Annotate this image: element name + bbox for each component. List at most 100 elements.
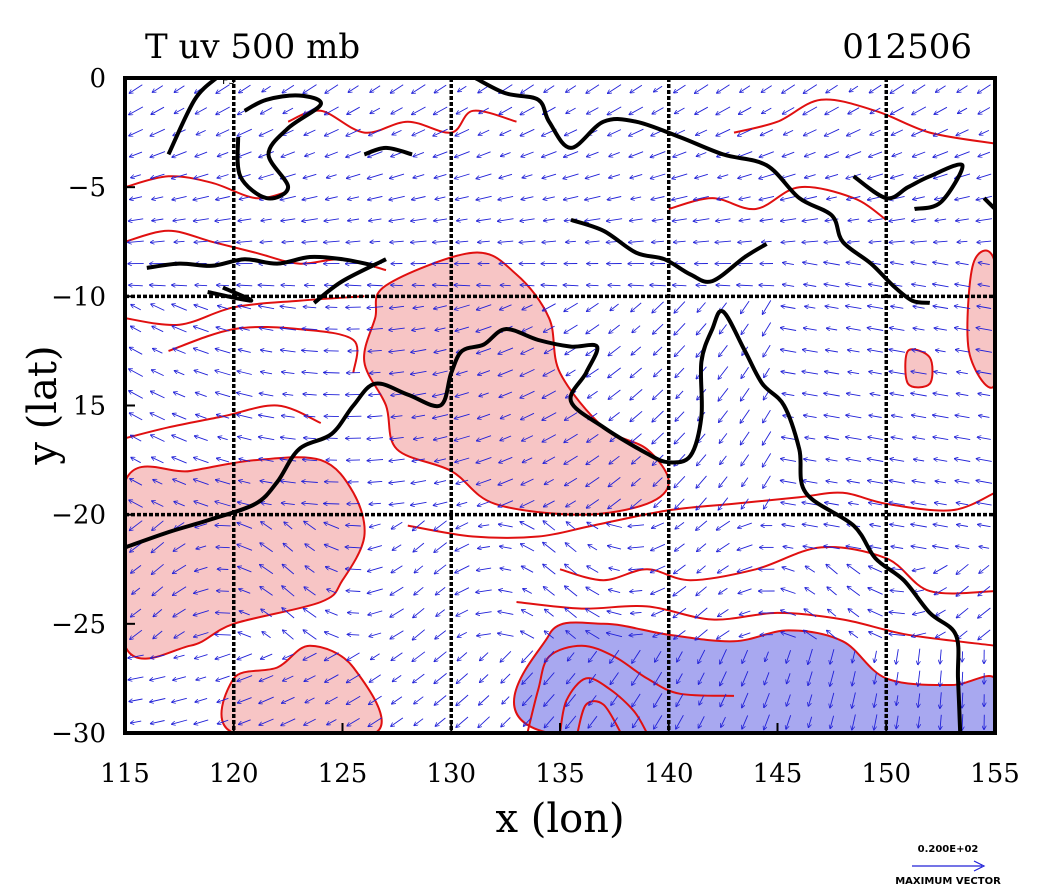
wind-vector [302,329,318,330]
wind-vector [260,675,274,682]
wind-vector [130,413,143,421]
wind-vector [282,608,295,619]
wind-vector [869,241,882,242]
wind-vector [764,367,770,377]
wind-vector [304,307,317,308]
wind-vector [280,459,297,461]
wind-vector [130,479,143,486]
wind-vector [808,648,813,664]
wind-vector [761,129,773,136]
wind-vector [827,630,838,640]
wind-vector [150,128,165,136]
wind-vector [675,107,685,114]
wind-vector [914,459,925,461]
wind-vector [868,219,883,221]
wind-vector [414,718,424,726]
wind-vector [194,326,209,333]
contour-line-12 [733,98,995,145]
wind-vector [610,672,619,685]
wind-vector [874,650,876,663]
wind-vector [631,197,642,199]
wind-vector [455,457,470,462]
wind-vector [476,325,492,331]
wind-vector [955,306,971,310]
wind-vector [979,129,990,134]
wind-vector [129,369,144,377]
wind-vector [830,670,835,686]
wind-vector [889,481,905,484]
wind-vector [369,129,382,136]
wind-vector [741,323,749,334]
wind-vector [891,546,904,548]
wind-vector [217,129,230,136]
wind-vector [283,107,294,113]
wind-vector [476,456,492,462]
wind-vector [869,372,882,374]
wind-vector [609,151,620,156]
wind-vector [455,565,470,573]
wind-vector [152,586,164,596]
wind-vector [781,173,796,178]
wind-vector [194,173,209,178]
wind-vector [368,545,383,550]
wind-vector [455,326,470,331]
wind-vector [896,672,898,685]
wind-vector [216,547,230,548]
y-tick-label: 15 [73,392,106,422]
wind-vector [933,284,949,288]
wind-vector [803,393,818,397]
wind-vector [631,302,642,312]
wind-vector [781,610,797,616]
wind-vector [868,306,884,310]
contour-line-6 [407,491,995,539]
wind-vector [957,85,968,93]
wind-vector [412,651,426,662]
wind-vector [896,649,899,664]
wind-vector [742,692,749,708]
wind-vector [934,128,948,136]
wind-vector [699,672,705,684]
wind-vector [631,367,642,378]
wind-vector [434,520,447,531]
wind-vector [782,394,795,396]
wind-vector [215,241,231,242]
graticule [125,78,995,733]
wind-vector [455,173,470,179]
wind-vector [325,84,339,93]
wind-vector [389,481,405,483]
wind-vector [456,479,469,484]
wind-vector [371,653,380,660]
wind-vector [239,459,251,462]
wind-vector [172,457,187,464]
wind-vector [303,84,317,94]
wind-vector [151,435,165,442]
wind-vector [324,219,339,221]
wind-vector [913,328,925,330]
wind-vector [802,218,818,221]
wind-vector [977,459,992,462]
wind-vector [543,521,556,531]
wind-vector [847,393,861,395]
wind-vector [436,587,446,594]
wind-vector [824,262,840,266]
wind-vector [413,673,425,683]
wind-vector [933,306,949,309]
wind-vector [545,631,554,639]
wind-vector [455,128,470,135]
wind-vector [195,566,208,571]
wind-vector [957,241,968,242]
x-tick-label: 150 [861,759,911,789]
wind-vector [172,304,187,311]
wind-vector [501,285,511,286]
wind-vector [240,197,250,199]
wind-vector [890,241,905,242]
wind-vector [697,152,707,157]
wind-vector [524,717,532,726]
wind-vector [630,219,643,221]
wind-vector [977,502,992,506]
wind-vector [955,459,971,462]
wind-vector [434,542,447,553]
wind-vector [719,587,728,594]
wind-vector [455,392,469,397]
wind-vector [955,195,970,199]
